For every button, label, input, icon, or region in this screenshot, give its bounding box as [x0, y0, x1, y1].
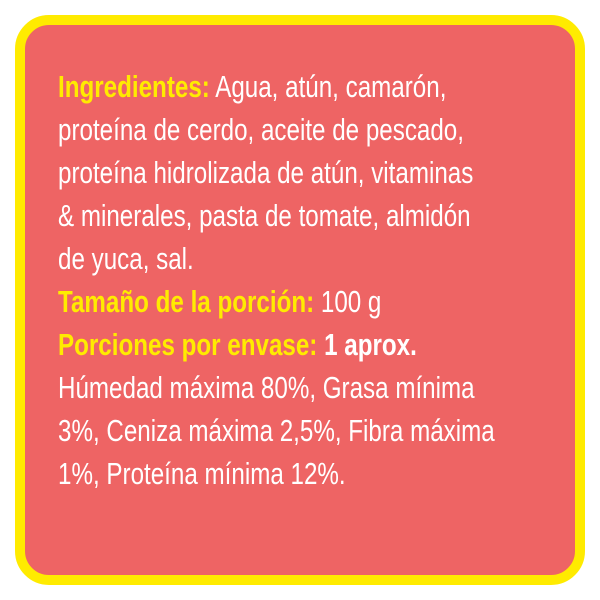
- servings-label: Porciones por envase:: [58, 327, 318, 362]
- label-text: Ingredientes: Agua, atún, camarón, prote…: [58, 65, 600, 495]
- ingredients-line: Ingredientes: Agua, atún, camarón,: [58, 65, 526, 108]
- serving-size-line: Tamaño de la porción: 100 g: [58, 280, 526, 323]
- ingredients-label: Ingredientes:: [58, 69, 210, 104]
- ingredients-text: Agua, atún, camarón,: [209, 69, 447, 104]
- ingredients-line: proteína hidrolizada de atún, vitaminas: [58, 155, 474, 190]
- serving-size-value: 100 g: [314, 284, 382, 319]
- analysis-line: 3%, Ceniza máxima 2,5%, Fibra máxima: [58, 413, 495, 448]
- nutrition-label-card: [15, 15, 585, 585]
- serving-size-label: Tamaño de la porción:: [58, 284, 315, 319]
- ingredients-line: de yuca, sal.: [58, 241, 194, 276]
- analysis-line: 1%, Proteína mínima 12%.: [58, 456, 346, 491]
- analysis-line: Húmedad máxima 80%, Grasa mínima: [58, 370, 475, 405]
- servings-value: 1 aprox.: [317, 327, 417, 362]
- ingredients-line: & minerales, pasta de tomate, almidón: [58, 198, 471, 233]
- ingredients-line: proteína de cerdo, aceite de pescado,: [58, 112, 464, 147]
- servings-line: Porciones por envase: 1 aprox.: [58, 323, 526, 366]
